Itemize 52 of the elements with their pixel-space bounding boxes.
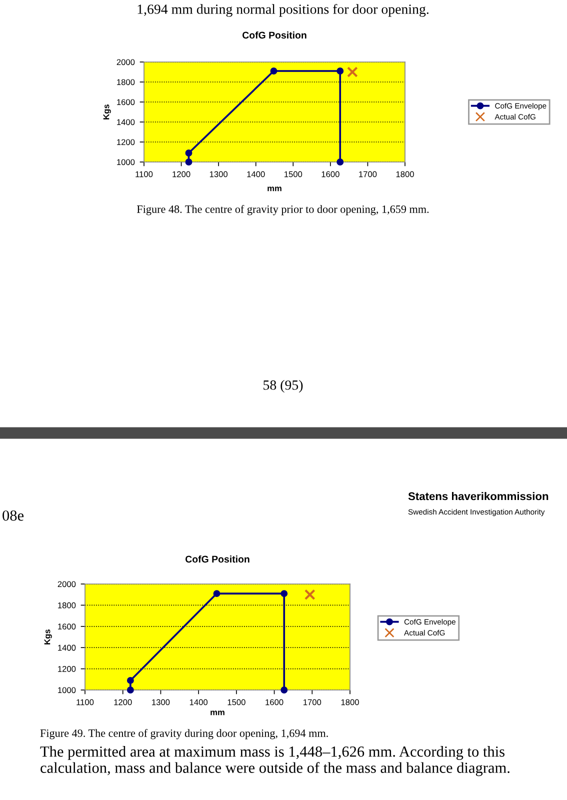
y-tick-label: 1800 xyxy=(58,602,76,608)
y-tick-label: 2000 xyxy=(58,581,76,588)
y-axis-title: Kgs xyxy=(44,629,52,644)
caption: Figure 48. The centre of gravity prior to door opening, 1,659 mm. xyxy=(137,205,429,216)
text: The permitted area at maximum mass is 1,448–1,626 mm. According to this calculation, mass and balance were outside of the mass and balance diagram. xyxy=(40,746,510,776)
y-tick-label: 1600 xyxy=(117,99,135,106)
y-tick-label: 2000 xyxy=(116,59,135,66)
point xyxy=(346,66,358,78)
x-axis-title: mm xyxy=(210,710,224,716)
point xyxy=(185,158,192,166)
chart-title: CofG Position xyxy=(185,555,250,563)
point xyxy=(185,150,192,156)
x-axis-title: mm xyxy=(268,186,282,192)
x-tick-label: 1500 xyxy=(228,699,246,706)
point xyxy=(213,590,220,598)
point xyxy=(126,676,134,684)
point xyxy=(270,68,278,74)
x-tick-label: 1600 xyxy=(322,171,340,178)
caption: Figure 49. The centre of gravity during door opening, 1,694 mm. xyxy=(40,729,328,740)
x-tick-label: 1200 xyxy=(172,171,190,178)
x-tick-label: 1800 xyxy=(396,171,414,178)
y-tick-label: 1400 xyxy=(58,644,76,651)
y-tick-label: 1800 xyxy=(117,79,135,86)
x-tick-label: 1500 xyxy=(284,171,302,178)
point xyxy=(304,589,316,600)
text: Statens haverikommission xyxy=(408,492,548,500)
text: 58 (95) xyxy=(264,380,303,393)
x-tick-label: 1400 xyxy=(247,171,265,178)
text: 08e xyxy=(2,510,24,521)
x-tick-label: 1600 xyxy=(266,699,284,706)
y-tick-label: 1000 xyxy=(58,687,76,694)
y-axis-title: Kgs xyxy=(103,104,111,120)
x-tick-label: 1100 xyxy=(76,699,94,706)
x-tick-label: 1400 xyxy=(190,699,208,706)
y-tick-label: 1200 xyxy=(58,666,76,672)
x-tick-label: 1300 xyxy=(210,171,228,178)
y-tick-label: 1400 xyxy=(117,119,135,126)
point xyxy=(126,686,134,694)
point xyxy=(336,158,344,166)
chart-title: CofG Position xyxy=(242,31,306,39)
text: 1,694 mm during normal positions for door opening. xyxy=(138,4,428,17)
y-tick-label: 1200 xyxy=(117,139,135,146)
point xyxy=(336,68,344,74)
x-tick-label: 1800 xyxy=(341,699,359,706)
x-tick-label: 1300 xyxy=(152,699,170,706)
x-tick-label: 1100 xyxy=(136,171,153,178)
point xyxy=(280,590,288,598)
y-tick-label: 1000 xyxy=(117,159,135,166)
y-tick-label: 1600 xyxy=(58,624,76,630)
x-tick-label: 1700 xyxy=(359,171,377,178)
x-tick-label: 1700 xyxy=(304,699,322,706)
point xyxy=(280,686,288,694)
